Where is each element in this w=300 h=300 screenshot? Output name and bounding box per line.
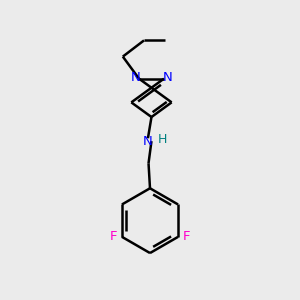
Text: H: H (158, 133, 167, 146)
Text: F: F (110, 230, 118, 243)
Text: N: N (143, 135, 153, 148)
Text: N: N (130, 71, 140, 84)
Text: N: N (163, 71, 172, 84)
Text: F: F (182, 230, 190, 243)
